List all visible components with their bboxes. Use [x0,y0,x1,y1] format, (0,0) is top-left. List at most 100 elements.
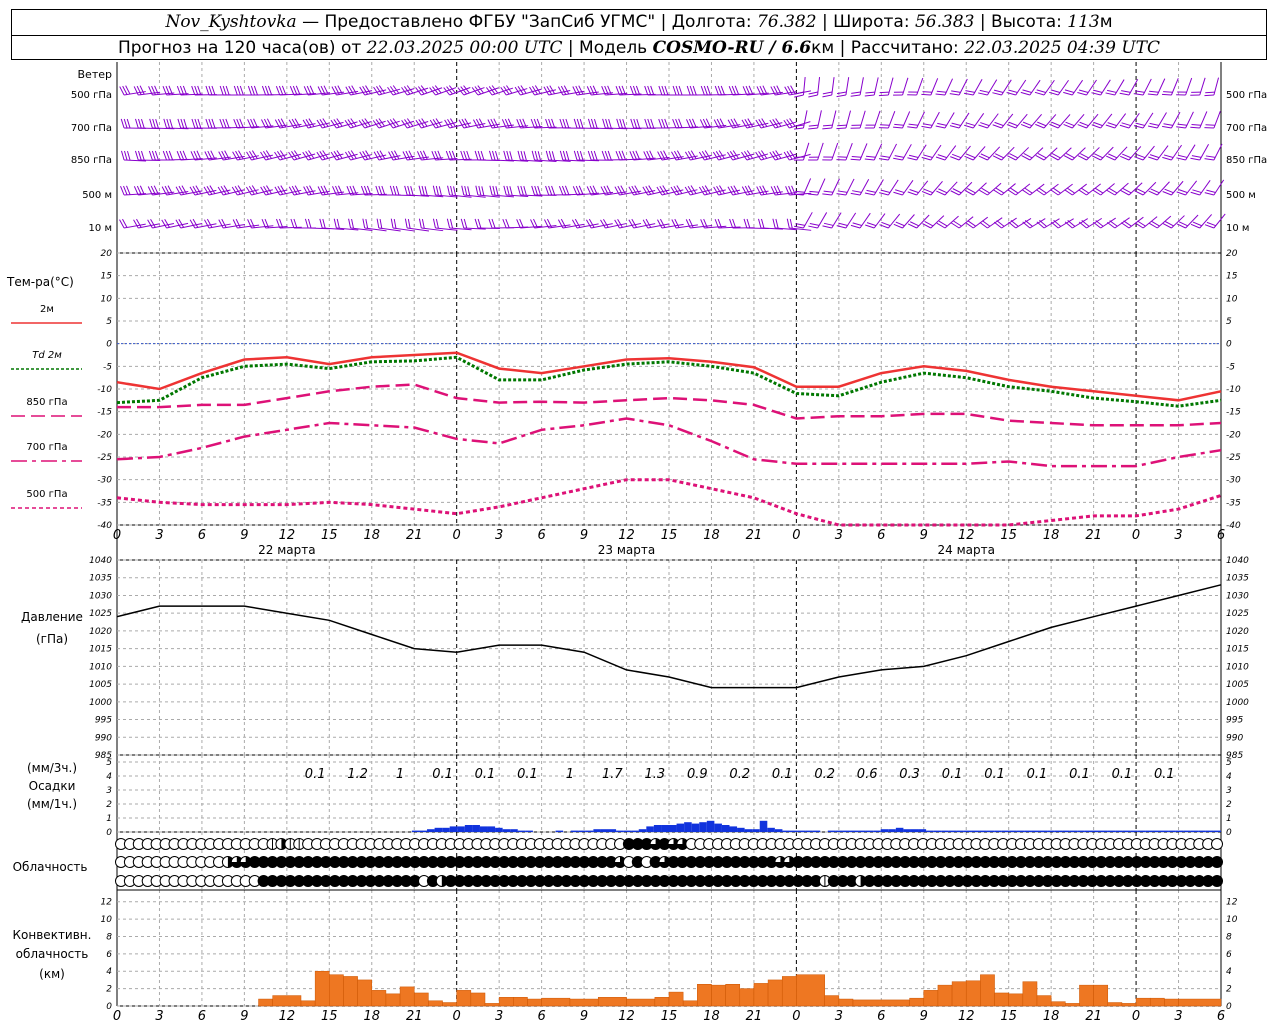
cloud-symbol [649,875,662,887]
cloud-symbol [1095,856,1108,868]
wind-barb-feather [675,85,680,96]
wind-barb-feather [908,154,919,158]
temp-xtick: 6 [537,528,545,543]
wind-barb-feather [485,87,493,96]
cloud-fill [320,875,332,887]
wind-barb-feather [139,185,145,195]
wind-barb-feather [746,150,754,159]
convective-bar [513,997,528,1007]
temp-xtick: 0 [1132,528,1140,543]
precip-bar [858,830,866,832]
bottom-xtick: 3 [495,1009,503,1024]
wind-barb-feather [1009,153,1019,159]
wind-barb-feather [1078,89,1089,93]
wind-barb-feather [390,218,394,229]
wind-barb-shaft [802,142,810,161]
wind-barb-shaft [138,192,161,196]
wind-barb [1190,111,1208,129]
precip-bar [585,830,594,832]
convective-bar [272,995,302,1007]
wind-barb-feather [865,224,875,229]
wind-barb-feather [965,222,974,229]
bottom-xtick: 6 [198,1009,206,1024]
precip-total-3h: 0.1 [984,767,1005,782]
wind-barb-feather [153,185,159,195]
wind-barb [1190,144,1210,161]
cloud-symbol [881,856,894,868]
wind-barb-feather [274,186,281,196]
temp-ytick-right: -5 [1226,362,1235,372]
wind-barb-feather [408,150,414,160]
wind-barb-feather [491,150,496,161]
cloud-symbol [890,856,903,868]
precip-bar [1190,830,1199,832]
wind-barb-feather [579,118,584,129]
precip-bar [464,825,473,832]
wind-barb [864,179,884,196]
wind-barb-feather [467,186,471,196]
precip-bar [1183,830,1191,832]
wind-barb [921,111,940,129]
wind-barb [175,218,203,229]
wind-barb-feather [162,150,168,161]
wind-barb-feather [643,151,649,161]
wind-barb-feather [1094,187,1104,194]
wind-barb-feather [1136,188,1146,194]
wind-barb-feather [290,218,295,229]
precip-bar [623,830,632,832]
wind-barb-feather [295,85,301,95]
wind-barb-feather [564,185,570,195]
wind-barb-feather [517,185,521,196]
temp-series-t2m [116,351,1222,402]
wind-barb-shaft [873,213,886,229]
wind-barb-feather [1162,223,1172,229]
wind-barb-feather [1176,126,1186,129]
wind-barb-feather [593,118,598,129]
cloud-fill [1184,856,1196,868]
cloud-symbol [970,856,983,868]
longitude-value: 76.382 [757,12,817,32]
precip-ytick-right: 1 [1226,814,1232,824]
wind-barb-shaft [775,91,797,96]
wind-barb-feather [950,222,960,229]
convective-bar [796,974,825,1007]
wind-barb-feather [545,185,550,196]
wind-barb-feather [1163,91,1173,93]
wind-barb-feather [232,219,238,229]
wind-barb-feather [978,155,988,161]
wind-barb [345,85,373,96]
cloud-symbol [1148,856,1161,868]
wind-barb-feather [1122,153,1132,159]
wind-barb-feather [168,150,174,160]
cloud-fill [1077,875,1089,887]
precip-total-3h: 0.9 [687,767,708,782]
wind-barb [317,185,345,196]
wind-barb-feather [978,92,988,96]
wind-barb-feather [463,85,470,94]
calc-time: 22.03.2025 04:39 UTC [964,38,1160,58]
latitude-label: Широта: [833,12,910,32]
wind-barb [147,185,175,196]
wind-barb-feather [851,91,861,94]
clouds-title: Облачность [13,860,88,874]
wind-barb-feather [621,150,626,160]
wind-barb-feather [964,189,974,196]
convective-bar [399,986,415,1007]
wind-barb-feather [166,118,171,129]
wind-barb-feather [333,119,340,128]
wind-barb [1091,79,1111,96]
wind-barb-feather [716,118,722,128]
wind-barb [921,180,943,196]
cloud-fill [1086,875,1098,887]
cloud-symbol [622,838,635,850]
cloud-fill [926,856,938,868]
wind-barb-feather [1106,155,1116,161]
wind-barb [772,218,798,231]
wind-barb-feather [366,185,372,195]
cloud-fill [587,875,599,887]
wind-barb-feather [587,118,592,129]
wind-barb-feather [783,119,790,129]
wind-barb-feather [376,86,383,95]
wind-barb-feather [979,189,988,196]
wind-barb-shaft [1057,147,1072,161]
